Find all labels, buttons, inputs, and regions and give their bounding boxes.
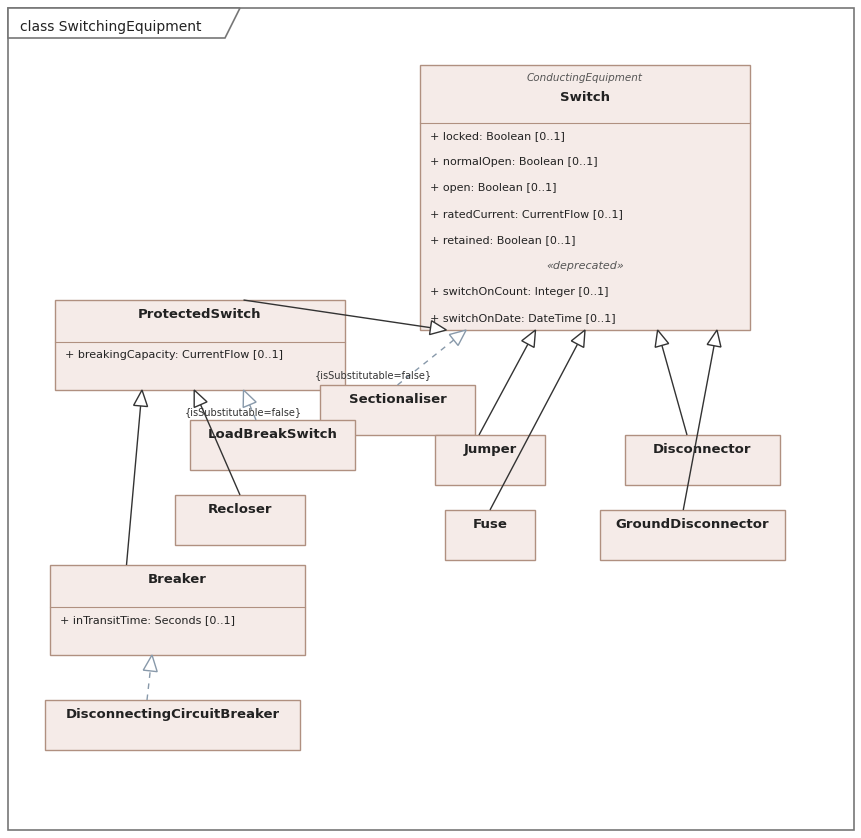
- Polygon shape: [571, 330, 585, 348]
- Text: + normalOpen: Boolean [0..1]: + normalOpen: Boolean [0..1]: [430, 157, 597, 167]
- Bar: [319, 385, 474, 435]
- Text: Switch: Switch: [560, 91, 610, 104]
- Text: + retained: Boolean [0..1]: + retained: Boolean [0..1]: [430, 235, 575, 245]
- Bar: [624, 435, 779, 485]
- Polygon shape: [429, 321, 446, 334]
- Polygon shape: [706, 330, 720, 347]
- Bar: [435, 435, 544, 485]
- Polygon shape: [133, 390, 147, 406]
- Text: Disconnector: Disconnector: [653, 443, 751, 456]
- Polygon shape: [143, 655, 157, 672]
- Text: Jumper: Jumper: [463, 443, 516, 456]
- Polygon shape: [654, 330, 668, 347]
- Text: ProtectedSwitch: ProtectedSwitch: [138, 308, 262, 321]
- Text: Sectionaliser: Sectionaliser: [348, 393, 446, 406]
- Text: Recloser: Recloser: [208, 503, 272, 516]
- Text: + open: Boolean [0..1]: + open: Boolean [0..1]: [430, 183, 556, 193]
- Text: + switchOnDate: DateTime [0..1]: + switchOnDate: DateTime [0..1]: [430, 313, 615, 323]
- Polygon shape: [194, 390, 207, 407]
- Text: «deprecated»: «deprecated»: [546, 261, 623, 271]
- Polygon shape: [8, 8, 239, 38]
- Bar: [444, 510, 535, 560]
- Text: + breakingCapacity: CurrentFlow [0..1]: + breakingCapacity: CurrentFlow [0..1]: [65, 350, 282, 360]
- Text: class SwitchingEquipment: class SwitchingEquipment: [20, 20, 201, 34]
- Text: + inTransitTime: Seconds [0..1]: + inTransitTime: Seconds [0..1]: [60, 615, 235, 625]
- Text: LoadBreakSwitch: LoadBreakSwitch: [208, 428, 337, 441]
- Text: DisconnectingCircuitBreaker: DisconnectingCircuitBreaker: [65, 708, 279, 721]
- Text: GroundDisconnector: GroundDisconnector: [615, 518, 768, 531]
- Polygon shape: [449, 330, 466, 345]
- Text: + switchOnCount: Integer [0..1]: + switchOnCount: Integer [0..1]: [430, 287, 608, 297]
- Bar: [175, 495, 305, 545]
- Polygon shape: [243, 390, 256, 407]
- Bar: [599, 510, 784, 560]
- Bar: [50, 565, 305, 655]
- Text: {isSubstitutable=false}: {isSubstitutable=false}: [185, 407, 301, 417]
- Bar: [45, 700, 300, 750]
- Bar: [419, 65, 749, 330]
- Bar: [189, 420, 355, 470]
- Text: + ratedCurrent: CurrentFlow [0..1]: + ratedCurrent: CurrentFlow [0..1]: [430, 209, 623, 219]
- Bar: [55, 300, 344, 390]
- Text: ConductingEquipment: ConductingEquipment: [526, 73, 642, 83]
- Text: Breaker: Breaker: [148, 573, 207, 586]
- Text: Fuse: Fuse: [472, 518, 507, 531]
- Polygon shape: [521, 330, 535, 348]
- Text: {isSubstitutable=false}: {isSubstitutable=false}: [314, 370, 431, 380]
- Text: + locked: Boolean [0..1]: + locked: Boolean [0..1]: [430, 131, 564, 141]
